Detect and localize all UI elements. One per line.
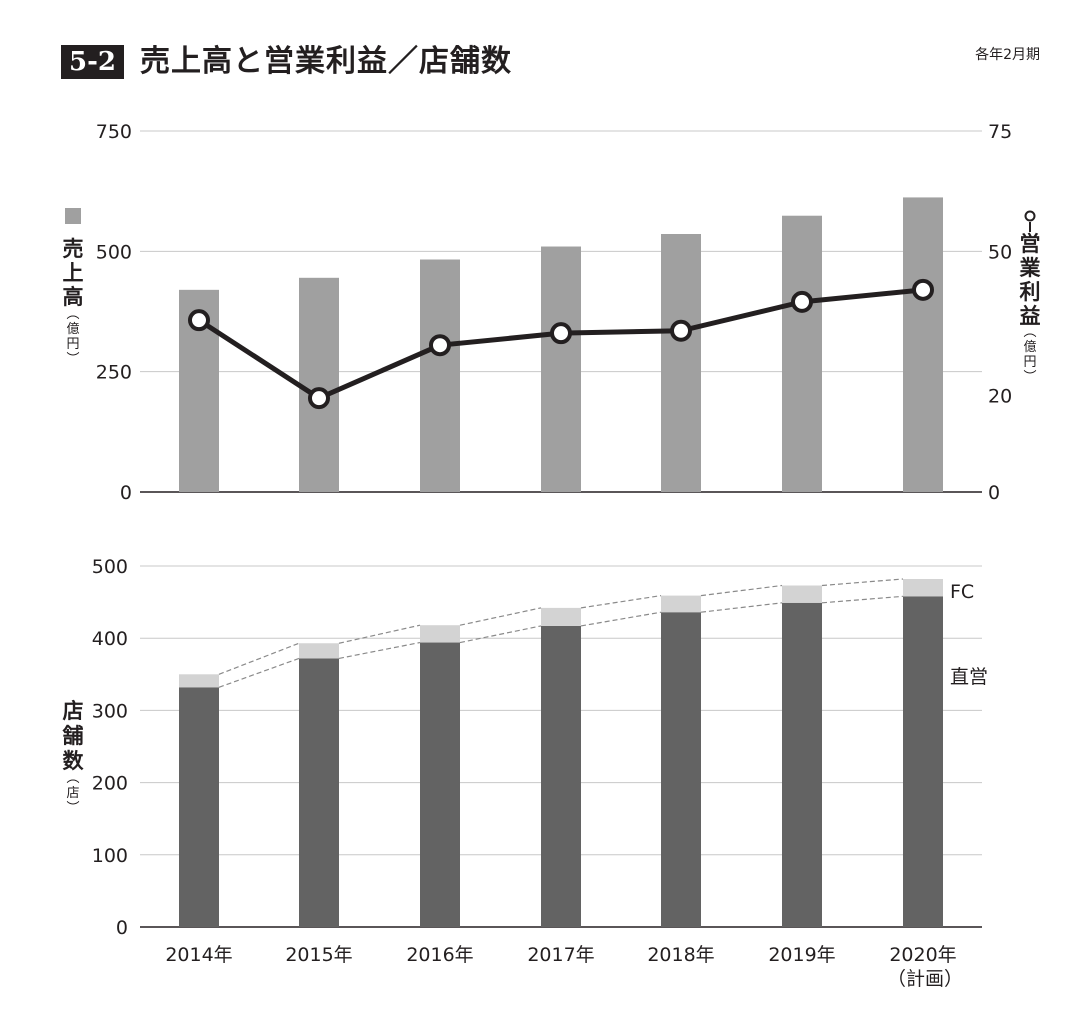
direct-series-label: 直営	[950, 666, 988, 688]
year-label: 2017年	[527, 944, 594, 966]
direct-trend-guide	[338, 641, 421, 660]
sales-bar	[299, 277, 339, 492]
year-label: 2015年	[285, 944, 352, 966]
operating-profit-point	[670, 319, 692, 342]
fc-store-bar	[420, 625, 460, 643]
store-axis-tick-label: 0	[116, 917, 128, 939]
year-label: 2019年	[768, 944, 835, 966]
store-axis-title: 店舗数	[62, 699, 85, 773]
fc-store-bar	[903, 578, 943, 597]
fiscal-period-note: 各年2月期	[975, 47, 1040, 63]
fc-store-bar	[661, 595, 701, 613]
store-axis-tick-label: 500	[92, 556, 128, 578]
year-label: 2016年	[406, 944, 473, 966]
total-trend-guide	[459, 607, 542, 626]
figure-number-badge: 5-2	[61, 45, 124, 79]
sales-bar	[420, 259, 460, 492]
left-axis-tick-label: 750	[96, 121, 132, 143]
store-axis-tick-label: 200	[92, 773, 128, 795]
fc-store-bar	[541, 607, 581, 626]
figure-header: 5-2 売上高と営業利益／店舗数 各年2月期	[0, 0, 1076, 110]
store-axis-unit: ︵店︶	[66, 771, 79, 816]
operating-profit-point	[188, 309, 210, 332]
direct-trend-guide	[218, 657, 300, 688]
left-axis-tick-label: 0	[120, 482, 132, 504]
direct-trend-guide	[821, 595, 904, 604]
operating-profit-point	[550, 322, 572, 345]
total-trend-guide	[218, 642, 300, 675]
sales-legend-swatch	[65, 208, 81, 224]
operating-profit-point	[791, 290, 813, 313]
total-trend-guide	[700, 584, 783, 597]
direct-store-bar	[903, 596, 943, 927]
store-count-chart: 0 100 200 300 400 500 FC 直営 2014年 2015年 2016年 2017年…	[62, 556, 989, 990]
sales-bar	[541, 246, 581, 492]
year-label: 2020年	[889, 944, 956, 966]
operating-profit-point	[912, 278, 934, 301]
profit-legend-marker	[1024, 210, 1036, 222]
left-axis-title: 売上高	[63, 237, 84, 309]
total-trend-guide	[338, 624, 421, 644]
sales-bar	[903, 197, 943, 492]
right-axis-tick-label: 75	[988, 121, 1012, 143]
total-trend-guide	[580, 595, 662, 609]
right-axis-tick-label: 50	[988, 241, 1012, 263]
direct-trend-guide	[700, 602, 783, 613]
store-axis-tick-label: 300	[92, 700, 128, 722]
left-axis-unit: ︵億円︶	[66, 307, 79, 367]
direct-store-bar	[782, 602, 822, 927]
right-axis-unit: ︵億円︶	[1023, 325, 1036, 385]
fc-store-bar	[179, 674, 219, 688]
operating-profit-point	[308, 387, 330, 410]
fc-store-bar	[299, 643, 339, 659]
direct-trend-guide	[459, 625, 542, 644]
total-trend-guide	[821, 578, 904, 587]
plan-note-label: （計画）	[887, 968, 963, 990]
left-axis-tick-label: 500	[96, 241, 132, 263]
year-label: 2018年	[647, 944, 714, 966]
store-axis-tick-label: 400	[92, 628, 128, 650]
fc-store-bar	[782, 585, 822, 603]
year-label: 2014年	[165, 944, 232, 966]
left-axis-tick-label: 250	[96, 362, 132, 384]
direct-store-bar	[541, 625, 581, 927]
right-axis-tick-label: 20	[988, 386, 1012, 408]
sales-bar	[661, 234, 701, 492]
direct-store-bar	[299, 658, 339, 927]
operating-profit-point	[429, 334, 451, 357]
right-axis-tick-label: 0	[988, 482, 1000, 504]
direct-store-bar	[661, 612, 701, 927]
figure-title: 売上高と営業利益／店舗数	[140, 44, 512, 79]
direct-store-bar	[179, 687, 219, 927]
direct-store-bar	[420, 642, 460, 927]
store-axis-tick-label: 100	[92, 845, 128, 867]
fc-series-label: FC	[950, 581, 974, 603]
direct-trend-guide	[580, 611, 662, 627]
right-axis-title: 営業利益	[1020, 232, 1042, 328]
sales-bar	[782, 215, 822, 492]
